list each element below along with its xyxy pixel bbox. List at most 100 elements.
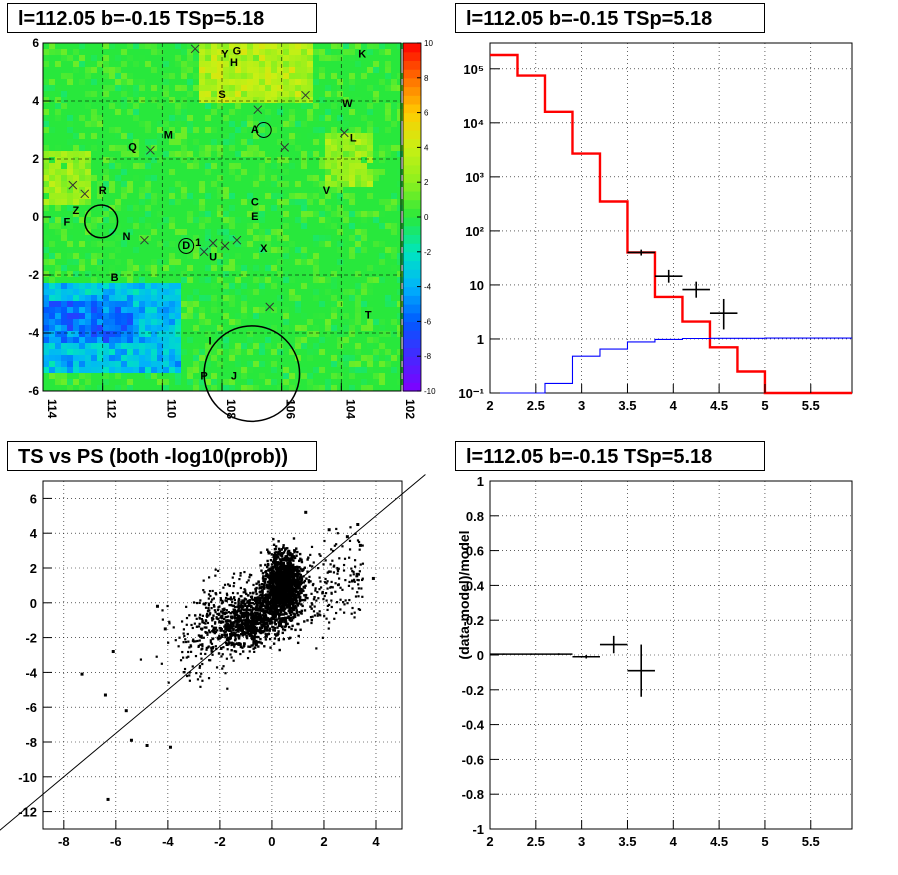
heatmap-cell bbox=[355, 319, 361, 325]
heatmap-cell bbox=[187, 295, 193, 301]
x-tick-label: 2 bbox=[486, 398, 493, 413]
heatmap-cell bbox=[265, 187, 271, 193]
source-label: Q bbox=[128, 141, 137, 153]
heatmap-cell bbox=[169, 73, 175, 79]
heatmap-cell bbox=[349, 385, 355, 391]
scatter-point bbox=[177, 645, 180, 648]
heatmap-cell bbox=[391, 205, 397, 211]
heatmap-cell bbox=[223, 253, 229, 259]
heatmap-cell bbox=[109, 349, 115, 355]
heatmap-cell bbox=[73, 319, 79, 325]
heatmap-cell bbox=[187, 241, 193, 247]
heatmap-cell bbox=[151, 85, 157, 91]
scatter-point bbox=[259, 615, 262, 619]
heatmap-cell bbox=[271, 265, 277, 271]
heatmap-cell bbox=[193, 145, 199, 151]
scatter-point bbox=[244, 589, 247, 592]
scatter-point bbox=[286, 572, 290, 575]
heatmap-cell bbox=[223, 79, 229, 85]
heatmap-cell bbox=[73, 337, 79, 343]
scatter-point bbox=[299, 580, 302, 583]
scatter-point bbox=[198, 639, 201, 642]
heatmap-cell bbox=[205, 193, 211, 199]
heatmap-cell bbox=[67, 139, 73, 145]
heatmap-cell bbox=[91, 325, 97, 331]
scatter-point bbox=[287, 581, 290, 584]
scatter-point bbox=[273, 626, 277, 630]
heatmap-cell bbox=[331, 361, 337, 367]
scatter-point bbox=[309, 616, 313, 619]
heatmap-cell bbox=[319, 301, 325, 307]
heatmap-cell bbox=[79, 265, 85, 271]
scatter-point bbox=[230, 643, 233, 647]
heatmap-cell bbox=[247, 85, 253, 91]
heatmap-cell bbox=[373, 379, 379, 385]
scatter-point bbox=[232, 625, 235, 628]
heatmap-cell bbox=[367, 265, 373, 271]
heatmap-cell bbox=[145, 127, 151, 133]
scatter-point bbox=[280, 563, 284, 567]
heatmap-cell bbox=[175, 301, 181, 307]
heatmap-cell bbox=[229, 91, 235, 97]
scatter-point bbox=[337, 567, 340, 571]
heatmap-cell bbox=[115, 55, 121, 61]
heatmap-cell bbox=[139, 307, 145, 313]
scatter-point bbox=[341, 588, 344, 591]
scatter-point bbox=[289, 613, 293, 617]
scatter-point bbox=[251, 636, 254, 639]
heatmap-cell bbox=[271, 43, 277, 49]
x-tick-label: 108 bbox=[224, 399, 238, 419]
heatmap-cell bbox=[115, 271, 121, 277]
scatter-point bbox=[220, 627, 223, 631]
colorbar-segment bbox=[403, 347, 421, 357]
heatmap-cell bbox=[169, 331, 175, 337]
heatmap-cell bbox=[223, 385, 229, 391]
heatmap-cell bbox=[397, 169, 403, 175]
scatter-point bbox=[207, 607, 210, 610]
heatmap-cell bbox=[103, 283, 109, 289]
scatter-point bbox=[212, 645, 215, 649]
scatter-point bbox=[204, 619, 207, 622]
heatmap-cell bbox=[361, 175, 367, 181]
scatter-point bbox=[237, 600, 240, 603]
heatmap-cell bbox=[157, 139, 163, 145]
scatter-point bbox=[245, 581, 249, 584]
heatmap-cell bbox=[97, 301, 103, 307]
scatter-point bbox=[205, 626, 208, 629]
heatmap-cell bbox=[109, 355, 115, 361]
heatmap-cell bbox=[73, 67, 79, 73]
scatter-point bbox=[218, 626, 221, 630]
scatter-point bbox=[252, 620, 255, 623]
scatter-point bbox=[267, 632, 271, 635]
y-tick-label: 4 bbox=[32, 94, 39, 108]
heatmap-cell bbox=[289, 199, 295, 205]
heatmap-cell bbox=[121, 361, 127, 367]
heatmap-cell bbox=[385, 109, 391, 115]
colorbar-segment bbox=[403, 173, 421, 183]
heatmap-cell bbox=[355, 133, 361, 139]
heatmap-cell bbox=[235, 43, 241, 49]
scatter-point bbox=[266, 611, 270, 614]
scatter-point bbox=[258, 617, 261, 620]
scatter-point bbox=[243, 642, 246, 645]
heatmap-cell bbox=[307, 91, 313, 97]
heatmap-cell bbox=[349, 319, 355, 325]
scatter-point bbox=[233, 598, 236, 602]
heatmap-cell bbox=[145, 319, 151, 325]
scatter-point bbox=[250, 626, 253, 629]
scatter-point bbox=[211, 619, 214, 622]
heatmap-cell bbox=[253, 91, 259, 97]
heatmap-cell bbox=[277, 295, 283, 301]
heatmap-cell bbox=[391, 253, 397, 259]
scatter-point bbox=[198, 634, 201, 637]
scatter-point bbox=[292, 574, 295, 577]
heatmap-cell bbox=[265, 193, 271, 199]
heatmap-cell bbox=[349, 127, 355, 133]
heatmap-cell bbox=[349, 325, 355, 331]
scatter-point bbox=[336, 568, 339, 571]
heatmap-cell bbox=[307, 199, 313, 205]
colorbar-segment bbox=[403, 130, 421, 140]
colorbar-segment bbox=[403, 95, 421, 105]
heatmap-cell bbox=[355, 361, 361, 367]
scatter-point bbox=[328, 621, 331, 624]
